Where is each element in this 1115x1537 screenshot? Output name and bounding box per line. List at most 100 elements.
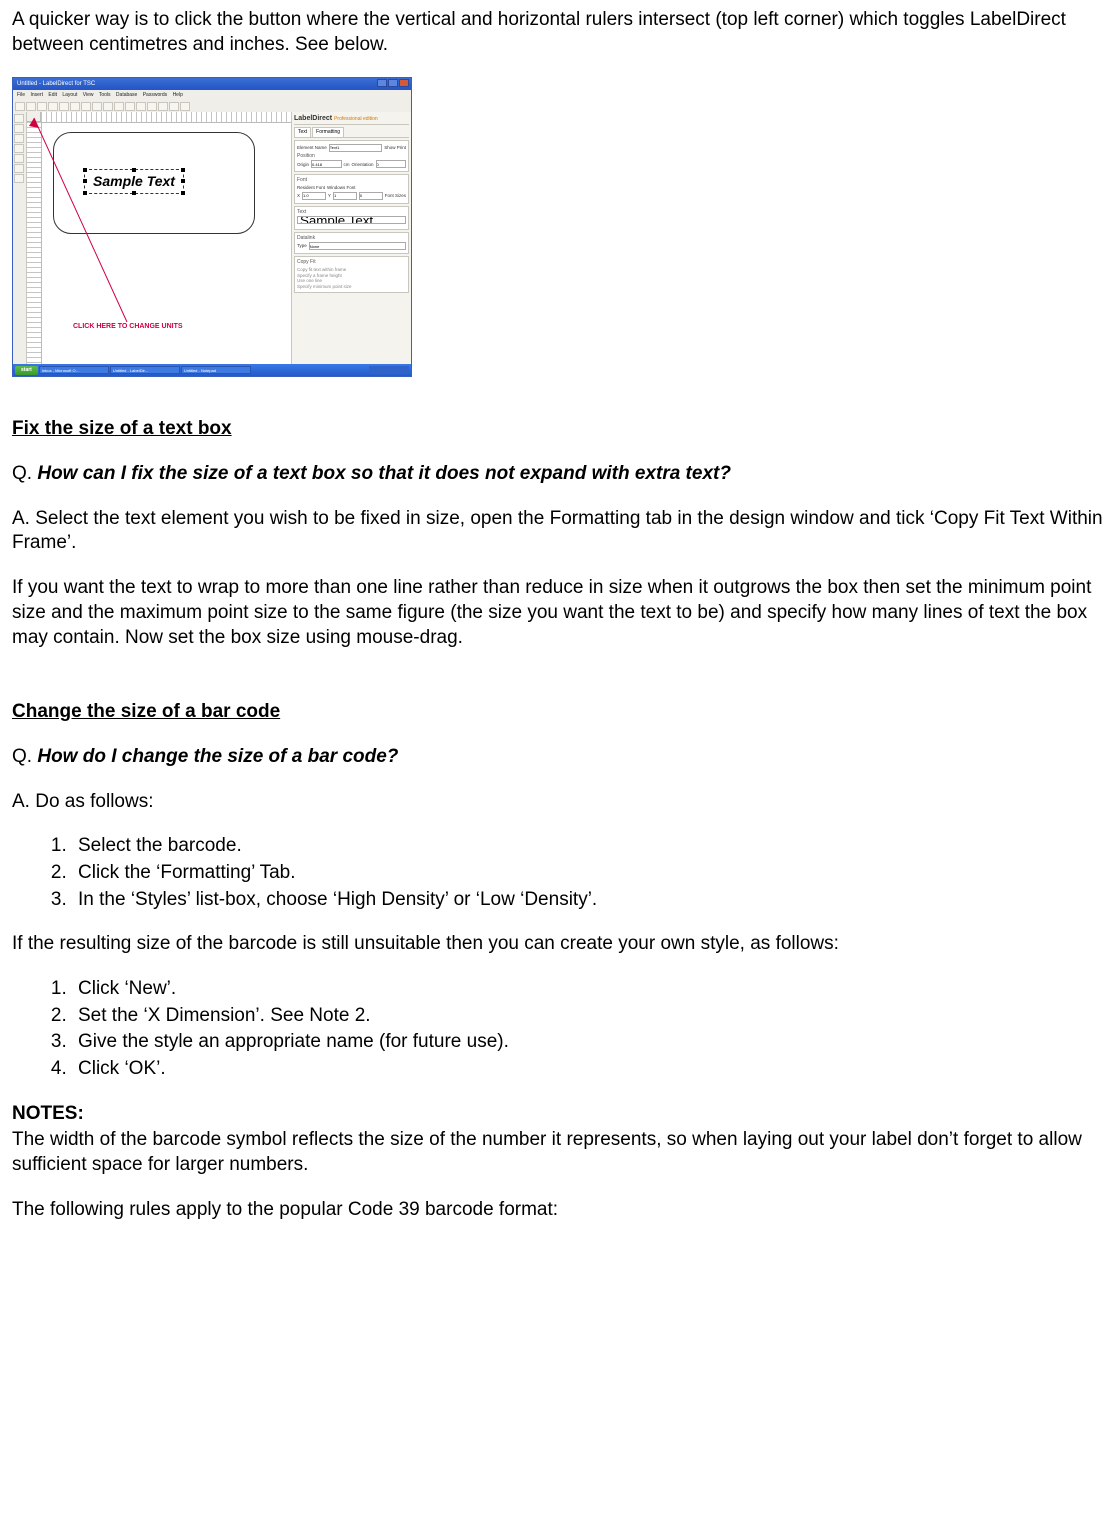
section2-heading: Change the size of a bar code bbox=[12, 700, 1103, 725]
sample-text-element[interactable]: Sample Text bbox=[84, 169, 184, 193]
toolbar-button[interactable] bbox=[125, 102, 135, 111]
text-value-input[interactable] bbox=[297, 216, 406, 224]
toolbar-button[interactable] bbox=[59, 102, 69, 111]
datalink-group: Datalink Type bbox=[294, 232, 409, 255]
menu-item[interactable]: Passwords bbox=[143, 92, 167, 98]
toolbar-button[interactable] bbox=[114, 102, 124, 111]
vertical-ruler bbox=[27, 122, 42, 364]
section2-list-a: Select the barcode. Click the ‘Formattin… bbox=[12, 834, 1103, 912]
font-size-button[interactable]: Font Sizes bbox=[385, 193, 406, 199]
tab-formatting[interactable]: Formatting bbox=[312, 127, 344, 137]
toolbar-button[interactable] bbox=[103, 102, 113, 111]
tool-button[interactable] bbox=[14, 124, 24, 133]
taskbar-item[interactable]: Untitled - LabelDir... bbox=[110, 366, 180, 374]
tool-button[interactable] bbox=[14, 114, 24, 123]
tool-button[interactable] bbox=[14, 144, 24, 153]
copyfit-check-4[interactable]: Specify minimum point size bbox=[297, 284, 406, 290]
work-area: Sample Text CLICK HERE TO CHANGE UNITS bbox=[27, 112, 291, 364]
section1-para2: If you want the text to wrap to more tha… bbox=[12, 576, 1103, 650]
vertical-toolbar bbox=[13, 112, 27, 364]
maximize-button[interactable] bbox=[388, 79, 398, 87]
taskbar: start Inbox - Microsoft O... Untitled - … bbox=[13, 364, 411, 376]
toolbar-button[interactable] bbox=[81, 102, 91, 111]
window-titlebar: Untitled - LabelDirect for TSC bbox=[13, 78, 411, 90]
menu-item[interactable]: Tools bbox=[99, 92, 111, 98]
notes-para1: The width of the barcode symbol reflects… bbox=[12, 1128, 1103, 1177]
origin-label: Origin bbox=[297, 162, 309, 168]
element-name-input[interactable] bbox=[329, 144, 382, 152]
resident-font-radio[interactable]: Resident Font bbox=[297, 185, 325, 191]
horizontal-ruler bbox=[41, 112, 291, 123]
close-button[interactable] bbox=[399, 79, 409, 87]
callout-text: CLICK HERE TO CHANGE UNITS bbox=[73, 322, 183, 331]
notes-heading: NOTES: bbox=[12, 1102, 1103, 1127]
menu-item[interactable]: Layout bbox=[62, 92, 77, 98]
toolbar-button[interactable] bbox=[158, 102, 168, 111]
list-item: Click the ‘Formatting’ Tab. bbox=[72, 861, 1103, 886]
window-title: Untitled - LabelDirect for TSC bbox=[17, 81, 95, 87]
system-tray bbox=[369, 366, 409, 374]
menu-item[interactable]: Insert bbox=[30, 92, 43, 98]
toolbar-button[interactable] bbox=[70, 102, 80, 111]
orientation-label: Orientation bbox=[352, 162, 374, 168]
toolbar-button[interactable] bbox=[147, 102, 157, 111]
label-canvas: Sample Text bbox=[53, 132, 255, 234]
menu-item[interactable]: Help bbox=[173, 92, 183, 98]
show-print-label: Show Print bbox=[384, 145, 406, 151]
menu-item[interactable]: Edit bbox=[48, 92, 57, 98]
window-controls bbox=[377, 79, 409, 87]
taskbar-item[interactable]: Untitled - Notepad bbox=[181, 366, 251, 374]
toolbar-button[interactable] bbox=[26, 102, 36, 111]
section1-answer: A. Select the text element you wish to b… bbox=[12, 507, 1103, 556]
intro-paragraph: A quicker way is to click the button whe… bbox=[12, 8, 1103, 57]
brand-label: LabelDirect Professional edition bbox=[294, 114, 409, 125]
notes-para2: The following rules apply to the popular… bbox=[12, 1198, 1103, 1223]
list-item: Set the ‘X Dimension’. See Note 2. bbox=[72, 1004, 1103, 1029]
section2-answer: A. Do as follows: bbox=[12, 790, 1103, 815]
tool-button[interactable] bbox=[14, 164, 24, 173]
panel-tabs: Text Formatting bbox=[294, 127, 409, 138]
menu-item[interactable]: Database bbox=[116, 92, 137, 98]
list-item: Select the barcode. bbox=[72, 834, 1103, 859]
toolbar-button[interactable] bbox=[169, 102, 179, 111]
toolbar-button[interactable] bbox=[15, 102, 25, 111]
section2-list-b: Click ‘New’. Set the ‘X Dimension’. See … bbox=[12, 977, 1103, 1082]
menubar: File Insert Edit Layout View Tools Datab… bbox=[13, 90, 411, 100]
section2-question: Q. How do I change the size of a bar cod… bbox=[12, 745, 1103, 770]
text-group: Text bbox=[294, 206, 409, 230]
position-label: Position bbox=[297, 153, 406, 160]
start-button[interactable]: start bbox=[15, 366, 38, 375]
toolbar-button[interactable] bbox=[180, 102, 190, 111]
font-group: Font Resident Font Windows Font X Y Font… bbox=[294, 174, 409, 203]
list-item: Click ‘New’. bbox=[72, 977, 1103, 1002]
menu-item[interactable]: View bbox=[83, 92, 94, 98]
orientation-input[interactable] bbox=[376, 160, 406, 168]
list-item: In the ‘Styles’ list-box, choose ‘High D… bbox=[72, 888, 1103, 913]
tool-button[interactable] bbox=[14, 154, 24, 163]
section2-mid: If the resulting size of the barcode is … bbox=[12, 932, 1103, 957]
element-name-label: Element Name bbox=[297, 145, 327, 151]
tab-text[interactable]: Text bbox=[294, 127, 311, 137]
tool-button[interactable] bbox=[14, 174, 24, 183]
list-item: Click ‘OK’. bbox=[72, 1057, 1103, 1082]
section1-heading: Fix the size of a text box bbox=[12, 417, 1103, 442]
taskbar-item[interactable]: Inbox - Microsoft O... bbox=[39, 366, 109, 374]
toolbar-button[interactable] bbox=[92, 102, 102, 111]
element-group: Element Name Show Print Position Origin … bbox=[294, 140, 409, 173]
section1-question: Q. How can I fix the size of a text box … bbox=[12, 462, 1103, 487]
labeldirect-screenshot: Untitled - LabelDirect for TSC File Inse… bbox=[12, 77, 412, 377]
copyfit-group: Copy Fit Copy fit text within frame Spec… bbox=[294, 256, 409, 293]
minimize-button[interactable] bbox=[377, 79, 387, 87]
origin-x-input[interactable] bbox=[311, 160, 341, 168]
list-item: Give the style an appropriate name (for … bbox=[72, 1030, 1103, 1055]
windows-font-radio[interactable]: Windows Font bbox=[327, 185, 356, 191]
toolbar-button[interactable] bbox=[48, 102, 58, 111]
menu-item[interactable]: File bbox=[17, 92, 25, 98]
ruler-unit-toggle[interactable] bbox=[27, 112, 41, 122]
toolbar-button[interactable] bbox=[136, 102, 146, 111]
datalink-type-select[interactable] bbox=[309, 242, 406, 250]
sample-text: Sample Text bbox=[93, 173, 175, 189]
properties-panel: LabelDirect Professional edition Text Fo… bbox=[291, 112, 411, 364]
tool-button[interactable] bbox=[14, 134, 24, 143]
toolbar-button[interactable] bbox=[37, 102, 47, 111]
